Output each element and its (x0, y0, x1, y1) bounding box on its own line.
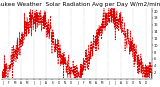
Title: Milwaukee Weather  Solar Radiation Avg per Day W/m2/minute: Milwaukee Weather Solar Radiation Avg pe… (0, 2, 160, 7)
